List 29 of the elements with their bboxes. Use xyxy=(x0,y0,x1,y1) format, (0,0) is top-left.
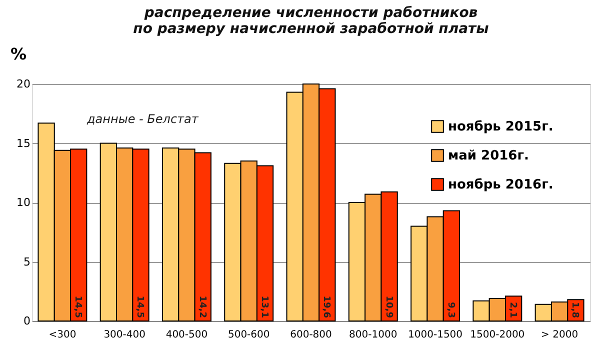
data-label: 19,6 xyxy=(321,296,332,318)
data-label: 1,8 xyxy=(570,302,580,318)
y-tick-label: 5 xyxy=(24,255,30,268)
data-label: 14,5 xyxy=(72,296,83,318)
data-label: 14,5 xyxy=(134,296,145,318)
x-tick-label: 400-500 xyxy=(166,330,208,340)
y-tick-label: 20 xyxy=(16,78,30,90)
x-tick-label: 1500-2000 xyxy=(470,330,525,340)
x-tick-label: <300 xyxy=(48,330,76,340)
annotation: данные - Белстат xyxy=(86,112,200,126)
data-label: 14,2 xyxy=(196,296,207,318)
x-tick-label: 600-800 xyxy=(290,330,332,340)
data-label: 10,9 xyxy=(383,296,394,318)
legend-label: май 2016г. xyxy=(448,148,529,164)
legend-label: ноябрь 2015г. xyxy=(448,120,554,134)
y-axis-title: % xyxy=(10,44,27,64)
y-tick-label: 15 xyxy=(16,136,30,150)
y-tick-label: 0 xyxy=(24,314,30,328)
x-tick-label: 800-1000 xyxy=(349,330,398,340)
x-tick-label: > 2000 xyxy=(541,330,578,340)
data-label: 13,1 xyxy=(259,296,270,318)
x-tick-label: 300-400 xyxy=(104,330,146,340)
chart-title: распределение численности работников по размеру начисленной заработной платы xyxy=(133,5,490,37)
data-label: 2,1 xyxy=(508,302,518,318)
x-tick-label: 1000-1500 xyxy=(408,330,463,340)
x-tick-label: 500-600 xyxy=(228,330,270,340)
data-label: 9,3 xyxy=(445,302,456,318)
y-tick-label: 10 xyxy=(16,196,30,209)
legend-label: ноябрь 2016г. xyxy=(448,178,554,192)
